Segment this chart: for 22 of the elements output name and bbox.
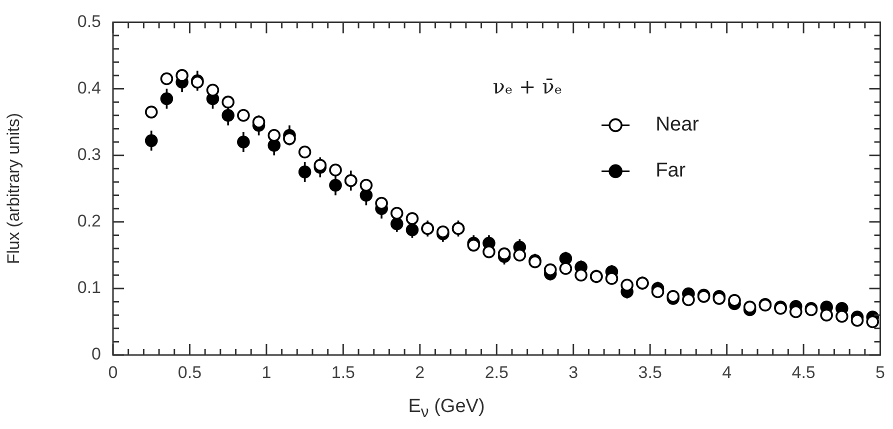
x-tick-label: 4.5	[792, 362, 816, 382]
x-tick-label: 2	[415, 362, 425, 382]
x-tick-label: 5	[876, 362, 886, 382]
x-tick-label: 1.5	[331, 362, 355, 382]
x-axis-title: E$_{ν}$ (GeV)	[407, 396, 486, 422]
y-tick-label: 0.4	[77, 78, 101, 98]
x-tick-label: 1	[262, 362, 272, 382]
annotation: νₑ + ν̄ₑ	[492, 74, 562, 98]
x-tick-label: 3.5	[638, 362, 662, 382]
y-tick-label: 0.5	[77, 12, 101, 31]
x-tick-label: 0.5	[178, 362, 202, 382]
x-tick-label: 2.5	[484, 362, 508, 382]
y-tick-label: 0.3	[77, 145, 101, 164]
x-tick-label: 3	[568, 362, 578, 382]
y-tick-label: 0.2	[77, 212, 101, 231]
y-tick-label: 0.1	[77, 278, 101, 298]
y-axis-title: Flux (arbitrary units)	[4, 113, 23, 264]
legend-label: Near	[656, 114, 700, 136]
x-tick-label: 4	[722, 362, 732, 382]
y-tick-label: 0	[92, 344, 101, 364]
legend-label: Far	[656, 160, 686, 182]
x-tick-label: 0	[108, 362, 118, 382]
